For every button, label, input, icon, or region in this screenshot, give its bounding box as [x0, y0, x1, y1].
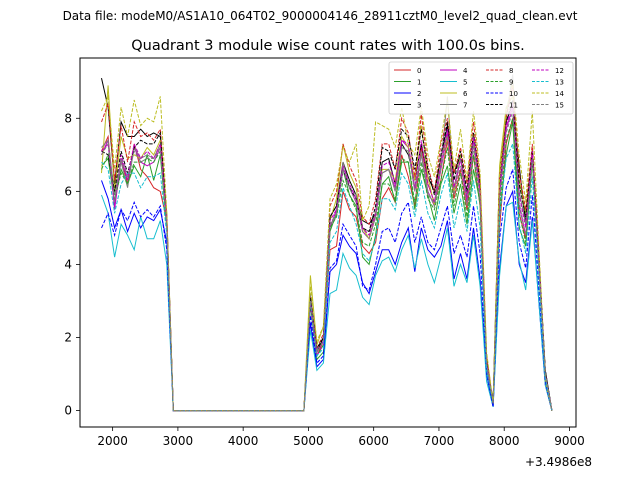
x-tick-label: 6000	[358, 434, 389, 448]
legend-label-12: 12	[555, 67, 564, 75]
legend-label-15: 15	[555, 102, 564, 110]
series-line-10	[101, 169, 553, 412]
legend-label-5: 5	[463, 79, 467, 87]
legend-frame	[388, 61, 574, 115]
legend-label-6: 6	[463, 90, 468, 98]
x-tick-label: 3000	[163, 434, 194, 448]
legend-label-0: 0	[417, 67, 421, 75]
x-tick-label: 5000	[293, 434, 324, 448]
series-line-6	[101, 85, 553, 412]
figure-suptitle: Data file: modeM0/AS1A10_064T02_90000041…	[63, 9, 578, 23]
y-tick-label: 8	[64, 111, 72, 125]
legend-label-13: 13	[555, 79, 564, 87]
legend-label-14: 14	[555, 90, 564, 98]
legend-label-11: 11	[509, 102, 518, 110]
x-axis-offset-label: +3.4986e8	[525, 455, 592, 469]
y-tick-label: 4	[64, 257, 72, 271]
legend-label-9: 9	[509, 79, 513, 87]
legend-label-2: 2	[417, 90, 421, 98]
legend-label-3: 3	[417, 102, 421, 110]
y-tick-label: 2	[64, 330, 72, 344]
axes-frame	[79, 57, 577, 428]
legend-label-1: 1	[417, 79, 421, 87]
plot-area	[101, 74, 553, 412]
series-line-7	[101, 74, 553, 412]
legend-label-8: 8	[509, 67, 513, 75]
series-line-12	[101, 103, 553, 412]
series-line-3	[101, 77, 553, 412]
x-tick-label: 7000	[424, 434, 455, 448]
legend-label-7: 7	[463, 102, 467, 110]
legend-label-10: 10	[509, 90, 518, 98]
series-line-15	[101, 110, 553, 412]
series-line-11	[101, 99, 553, 412]
axes: 2000 3000 4000 5000 6000 7000 8000 9000 0 2 4 6 8	[64, 57, 585, 448]
x-tick-label: 4000	[228, 434, 259, 448]
x-tick-label: 9000	[554, 434, 585, 448]
chart-title: Quadrant 3 module wise count rates with …	[131, 38, 525, 54]
legend-label-4: 4	[463, 67, 468, 75]
y-tick-label: 6	[64, 184, 72, 198]
x-tick-label: 2000	[97, 434, 128, 448]
x-tick-label: 8000	[489, 434, 520, 448]
series-line-14	[101, 81, 553, 412]
series-line-8	[101, 85, 553, 412]
y-tick-label: 0	[64, 404, 72, 418]
